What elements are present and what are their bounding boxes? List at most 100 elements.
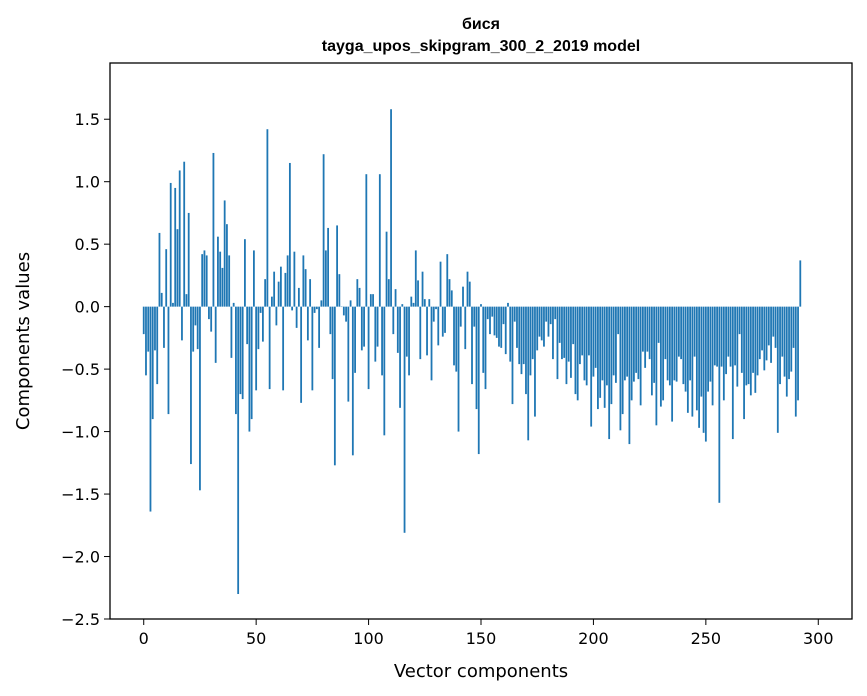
bar — [767, 306, 770, 346]
bar — [477, 306, 480, 455]
bar — [790, 306, 793, 372]
bar — [408, 306, 410, 376]
x-tick-label: 100 — [353, 629, 384, 648]
bar — [736, 306, 739, 387]
bar — [428, 299, 431, 307]
y-tick-label: 0.0 — [75, 298, 100, 317]
bar — [466, 271, 469, 307]
bar — [246, 306, 249, 345]
bar — [313, 306, 316, 313]
bar — [745, 306, 748, 386]
bar — [417, 280, 419, 307]
bar — [403, 306, 406, 533]
bar — [668, 306, 671, 386]
bar — [360, 306, 363, 351]
bar — [783, 306, 786, 377]
bar — [149, 306, 152, 512]
plot-area-frame — [109, 62, 853, 620]
bar — [628, 306, 631, 445]
bar — [671, 306, 674, 422]
bar — [275, 306, 278, 326]
bar — [145, 306, 147, 376]
bar — [498, 306, 500, 347]
bar — [356, 279, 359, 307]
bar — [606, 306, 608, 386]
bar — [226, 224, 228, 307]
bar — [570, 306, 572, 378]
bar — [729, 306, 732, 367]
x-tick-label: 0 — [139, 629, 149, 648]
bar — [520, 306, 523, 375]
bar — [279, 266, 282, 307]
bar — [322, 154, 325, 307]
bar — [480, 304, 482, 307]
bar — [444, 306, 446, 333]
bar — [576, 306, 579, 401]
bar — [700, 306, 703, 397]
x-tick-label: 300 — [803, 629, 834, 648]
bar — [232, 302, 235, 307]
bar — [765, 306, 768, 361]
bar — [603, 306, 606, 408]
bar — [740, 306, 743, 373]
bar — [396, 306, 399, 353]
bar — [747, 306, 750, 385]
bar — [556, 306, 559, 380]
bar — [761, 306, 763, 351]
bar — [749, 306, 752, 396]
bar — [369, 294, 372, 307]
bar — [253, 250, 255, 307]
bar — [633, 306, 635, 382]
bar — [329, 306, 332, 335]
bar — [758, 306, 761, 360]
bar — [392, 306, 395, 335]
x-tick-label: 250 — [691, 629, 722, 648]
bar — [561, 306, 563, 360]
bar — [689, 306, 692, 381]
bar — [624, 306, 626, 381]
bar — [675, 306, 678, 382]
bar — [223, 200, 226, 307]
bar — [612, 306, 615, 376]
bar — [646, 306, 649, 352]
bar — [507, 302, 509, 307]
x-axis-ticks: 0 50 100 150 200 250 300 — [139, 619, 834, 648]
bar — [266, 129, 269, 307]
bar — [394, 289, 397, 307]
bar — [662, 306, 665, 401]
bar — [230, 306, 233, 358]
bar — [727, 306, 730, 357]
bar — [430, 306, 433, 381]
bar — [722, 306, 725, 401]
bar — [666, 306, 669, 381]
bar — [183, 161, 186, 307]
bar — [374, 306, 377, 362]
bar — [410, 296, 413, 307]
bar — [208, 306, 210, 320]
y-tick-label: −2.0 — [61, 548, 100, 567]
bar — [270, 296, 273, 307]
bar — [412, 302, 415, 307]
bar — [779, 306, 781, 385]
bar — [333, 306, 336, 466]
bar — [190, 306, 192, 465]
bar — [320, 300, 323, 307]
bar — [502, 306, 505, 325]
bar — [293, 251, 296, 307]
bar — [205, 255, 208, 307]
bar — [754, 306, 757, 393]
bar — [239, 306, 242, 395]
bar — [704, 306, 707, 442]
bar — [659, 306, 662, 407]
bar — [743, 306, 745, 420]
bar — [167, 306, 170, 415]
bar — [581, 306, 584, 356]
bar — [221, 267, 224, 307]
bar — [446, 254, 449, 307]
bar — [585, 306, 588, 386]
bar — [284, 272, 287, 307]
bar — [641, 306, 644, 352]
bar — [626, 306, 629, 377]
